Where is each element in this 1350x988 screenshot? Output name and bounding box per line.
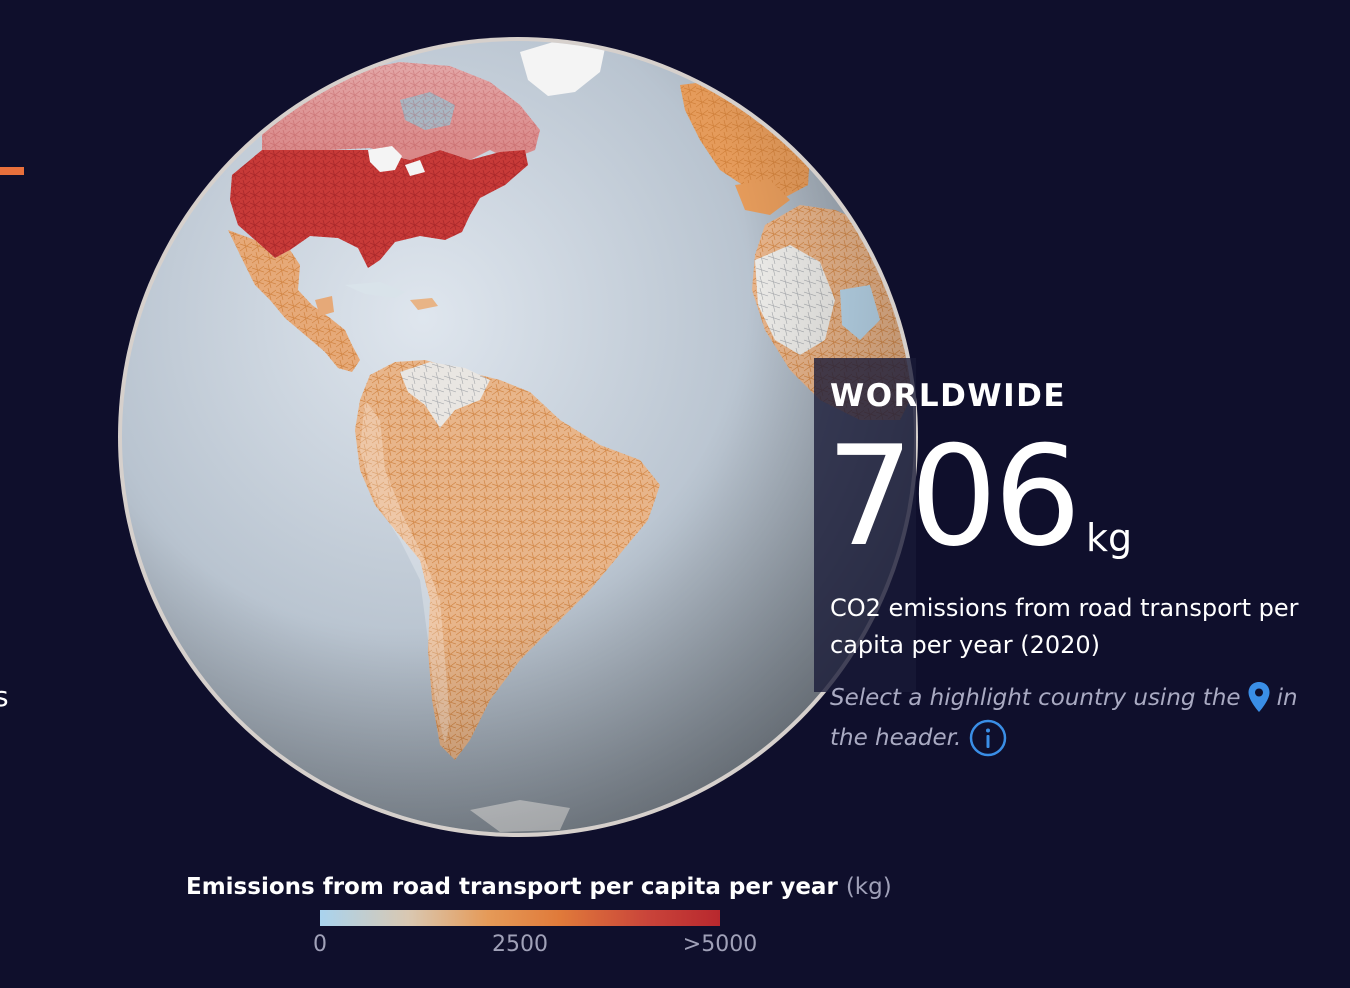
hint-text-before: Select a highlight country using the <box>830 685 1241 711</box>
emission-value: 706 <box>826 416 1081 577</box>
highlight-hint: Select a highlight country using the in t… <box>830 678 1320 758</box>
panel-backdrop <box>814 358 916 692</box>
emission-unit: kg <box>1086 516 1133 560</box>
emission-description: CO2 emissions from road transport per ca… <box>830 594 1299 659</box>
hint-text-after: in the header. <box>830 685 1298 751</box>
stats-panel: WORLDWIDE 706 kg CO2 emissions from road… <box>814 358 1334 778</box>
region-label: WORLDWIDE <box>830 378 1067 414</box>
legend-unit: (kg) <box>845 874 892 900</box>
legend-title-text: Emissions from road transport per capita… <box>186 874 838 900</box>
info-circle-icon[interactable] <box>969 719 1007 757</box>
legend-tick-mid: 2500 <box>492 932 548 957</box>
section-accent-bar <box>0 167 24 175</box>
legend-title: Emissions from road transport per capita… <box>186 874 892 900</box>
legend-tick-min: 0 <box>313 932 327 957</box>
color-legend: Emissions from road transport per capita… <box>186 870 892 980</box>
clipped-side-text: s <box>0 680 9 713</box>
legend-tick-max: >5000 <box>682 932 758 957</box>
location-pin-icon <box>1247 681 1271 713</box>
legend-gradient-bar <box>320 910 720 926</box>
